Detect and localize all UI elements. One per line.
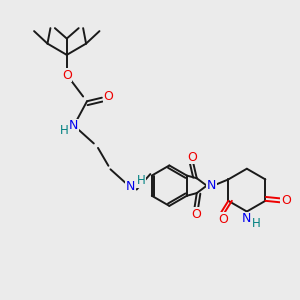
- Text: O: O: [103, 90, 113, 103]
- Text: O: O: [219, 213, 229, 226]
- Text: N: N: [207, 179, 217, 192]
- Text: H: H: [60, 124, 68, 137]
- Text: O: O: [191, 208, 201, 221]
- Text: O: O: [62, 69, 72, 82]
- Text: O: O: [188, 151, 197, 164]
- Text: H: H: [252, 217, 261, 230]
- Text: O: O: [281, 194, 291, 207]
- Text: H: H: [137, 174, 146, 187]
- Text: N: N: [242, 212, 251, 226]
- Text: N: N: [126, 180, 135, 193]
- Text: N: N: [69, 119, 78, 132]
